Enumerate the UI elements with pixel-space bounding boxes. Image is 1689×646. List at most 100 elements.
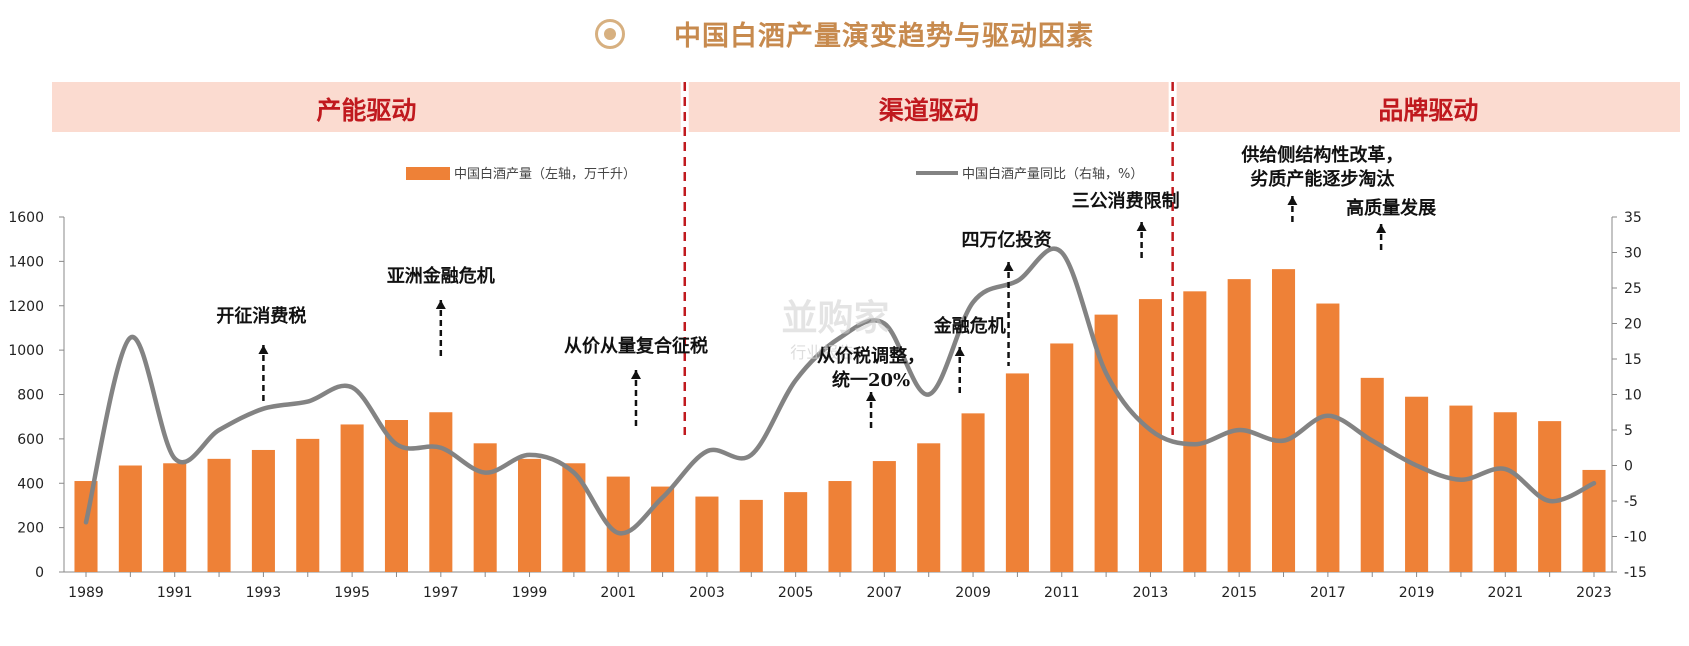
bar (251, 449, 275, 572)
phase-label: 渠道驱动 (879, 96, 979, 125)
x-tick-label: 2013 (1133, 585, 1169, 601)
target-circle-icon (594, 18, 625, 49)
bar (1449, 405, 1473, 572)
y-right-tick-label: 30 (1624, 246, 1642, 262)
annotation-text: 四万亿投资 (962, 229, 1052, 251)
x-tick-label: 2021 (1487, 585, 1523, 601)
bar (872, 461, 896, 572)
bar (296, 438, 320, 572)
phase-band (1176, 82, 1680, 132)
bar (562, 463, 586, 572)
x-tick-label: 1989 (68, 585, 104, 601)
legend-label-bar: 中国白酒产量（左轴，万千升） (454, 166, 636, 182)
annotation-arrow-head (435, 300, 446, 309)
y-right-tick-label: -15 (1624, 565, 1647, 581)
bar (207, 458, 231, 572)
line-series (83, 246, 1597, 536)
y-right-tick-label: 25 (1624, 281, 1642, 297)
x-tick-label: 1995 (334, 585, 370, 601)
bar (1360, 377, 1384, 572)
x-tick-label: 2003 (689, 585, 725, 601)
x-tick-label: 2007 (867, 585, 903, 601)
watermark-subtext: 行业报告 (790, 343, 854, 362)
x-tick-label: 2015 (1221, 585, 1257, 601)
phase-label: 品牌驱动 (1378, 96, 1478, 125)
annotation-arrow-head (1136, 222, 1147, 231)
legend-label-line: 中国白酒产量同比（右轴，%） (962, 166, 1143, 182)
annotation-text: 劣质产能逐步淘汰 (1250, 168, 1395, 190)
bar (429, 412, 453, 572)
y-left-tick-label: 800 (17, 388, 44, 404)
watermark-text: 並购家 (782, 298, 890, 339)
annotation-text: 三公消费限制 (1072, 190, 1180, 212)
phase-label: 产能驱动 (316, 96, 416, 125)
bar (163, 463, 187, 572)
bar (784, 492, 808, 572)
bar (74, 481, 98, 572)
x-tick-label: 2009 (955, 585, 991, 601)
y-right-tick-label: 0 (1624, 459, 1633, 475)
y-left-tick-label: 1400 (8, 254, 44, 270)
bar (1582, 469, 1606, 572)
bar (1094, 314, 1118, 572)
growth-line (83, 246, 1597, 536)
x-tick-label: 2001 (600, 585, 636, 601)
x-tick-label: 2019 (1399, 585, 1435, 601)
phase-band (52, 82, 681, 132)
bar (1227, 279, 1251, 572)
bar (828, 481, 852, 572)
annotation-arrow-head (1003, 262, 1014, 271)
x-tick-label: 2011 (1044, 585, 1080, 601)
bar (1005, 373, 1029, 572)
chart-title-area: 中国白酒产量演变趋势与驱动因素 (0, 14, 1689, 53)
bar (1183, 291, 1207, 572)
x-tick-label: 1999 (512, 585, 548, 601)
bar (473, 443, 497, 572)
bar (1271, 269, 1296, 572)
bar (517, 458, 542, 572)
y-left-tick-label: 400 (17, 476, 44, 492)
x-tick-label: 1997 (423, 585, 459, 601)
x-tick-label: 2023 (1576, 585, 1612, 601)
annotation-text: 亚洲金融危机 (387, 265, 495, 287)
bar (384, 420, 409, 572)
y-left-tick-label: 200 (17, 521, 44, 537)
y-right-tick-label: 35 (1624, 210, 1642, 226)
y-right-tick-label: 10 (1624, 388, 1642, 404)
y-right-tick-label: -10 (1624, 530, 1647, 546)
annotation-text: 统一20% (832, 369, 910, 391)
annotation-arrow-head (1376, 224, 1387, 233)
x-tick-label: 2005 (778, 585, 814, 601)
bar (1493, 412, 1517, 572)
y-right-tick-label: -5 (1624, 494, 1638, 510)
chart-title: 中国白酒产量演变趋势与驱动因素 (674, 21, 1095, 52)
annotation-arrow-head (954, 347, 965, 356)
annotation-text: 从价税调整， (817, 345, 925, 367)
annotation-text: 高质量发展 (1346, 197, 1437, 219)
bar (1138, 299, 1163, 572)
x-tick-label: 1991 (157, 585, 193, 601)
phase-bands: 产能驱动 渠道驱动 品牌驱动 (52, 82, 1680, 435)
y-left-tick-label: 1600 (8, 210, 44, 226)
bar (1316, 303, 1340, 572)
phase-band (688, 82, 1169, 132)
annotation-arrow-head (630, 370, 641, 379)
y-left-tick-label: 1200 (8, 299, 44, 315)
y-right-tick-label: 15 (1624, 352, 1642, 368)
bar (1405, 396, 1429, 572)
annotation-arrow-head (1287, 196, 1298, 205)
y-right-tick-label: 20 (1624, 317, 1642, 333)
bar (739, 499, 763, 572)
x-tick-label: 1993 (246, 585, 282, 601)
legend: 中国白酒产量（左轴，万千升） 中国白酒产量同比（右轴，%） (406, 166, 1143, 182)
y-left-tick-label: 1000 (8, 343, 44, 359)
y-left-tick-label: 0 (35, 565, 44, 581)
bar (695, 496, 719, 572)
bar (961, 413, 985, 572)
annotation-arrow-head (866, 392, 877, 401)
annotation-text: 金融危机 (933, 315, 1006, 337)
y-left-tick-label: 600 (17, 432, 44, 448)
